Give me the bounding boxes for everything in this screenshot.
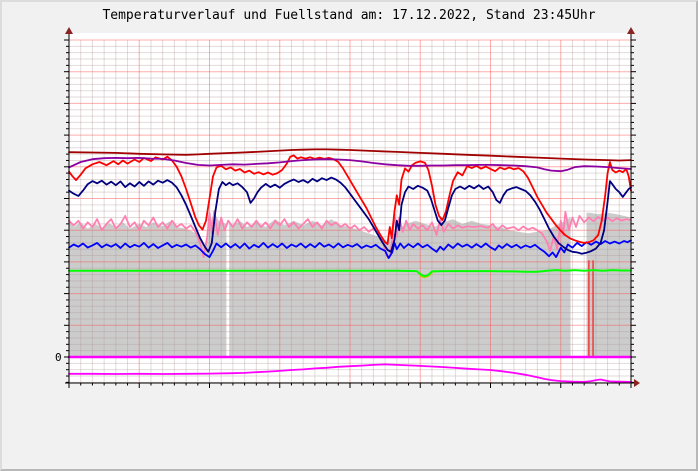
area-gap-2 — [570, 210, 587, 357]
series-rl-kessel — [68, 176, 632, 255]
series-heiz-p-ein — [68, 269, 632, 278]
series-puffer-oben — [68, 148, 632, 162]
y-label-left-0: 0 — [55, 351, 62, 364]
series-vl-heizung — [68, 210, 632, 259]
chart-canvas: 0 — [55, 27, 640, 388]
x-axis-arrow-icon — [634, 379, 640, 387]
series-rl-heizung — [68, 239, 632, 260]
left-axis-arrow-icon — [65, 27, 73, 34]
grid — [68, 39, 632, 383]
series-aussentemperatur — [68, 363, 632, 383]
right-axis-arrow-icon — [627, 27, 635, 34]
chart-title: Temperaturverlauf und Fuellstand am: 17.… — [102, 8, 596, 23]
series-vl-kessel — [68, 154, 632, 246]
series-puffer-mitte — [68, 156, 632, 173]
axis-ticks — [64, 39, 636, 388]
area-gap-1 — [226, 210, 230, 357]
